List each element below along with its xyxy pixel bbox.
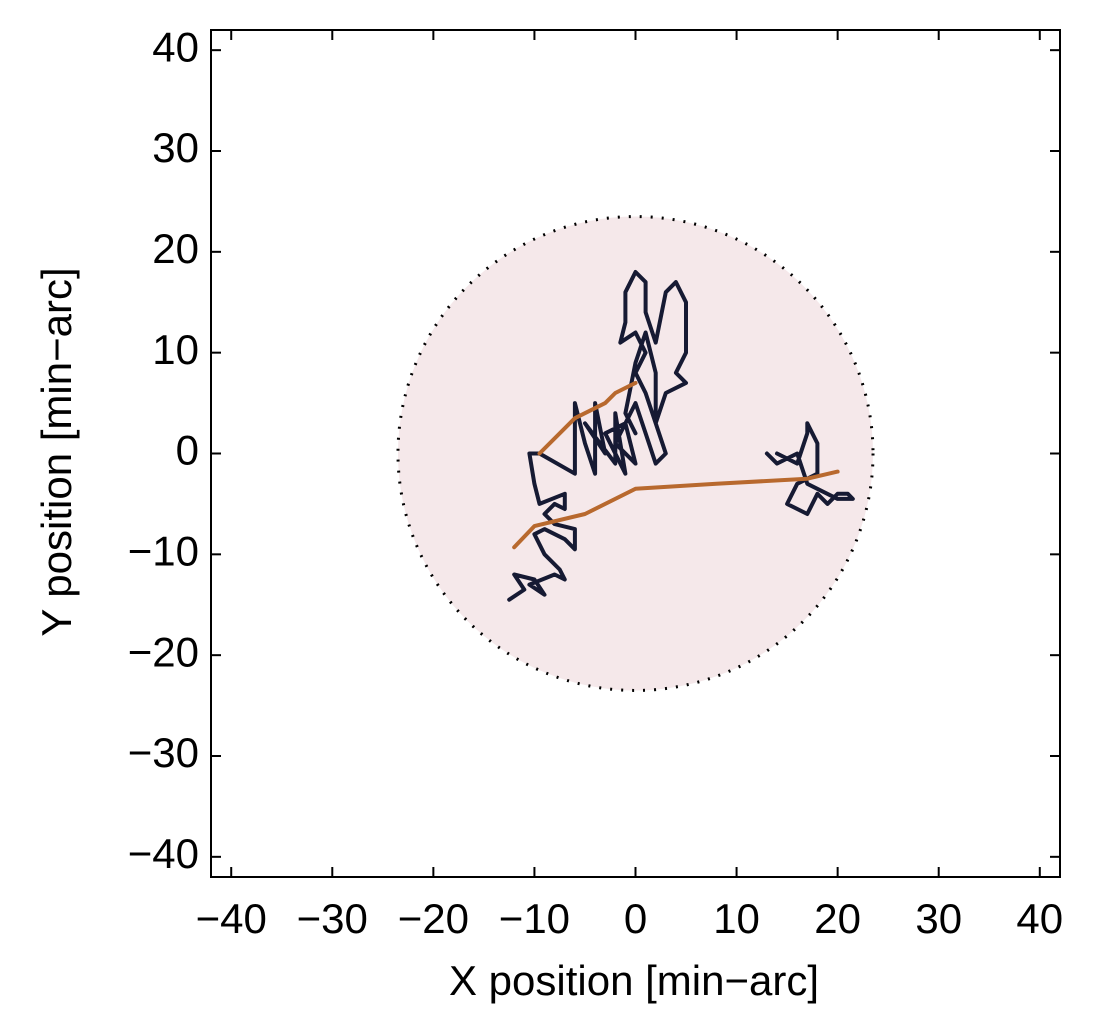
x-tick-label: −10	[499, 895, 570, 942]
x-tick-label: 20	[814, 895, 861, 942]
x-tick-label: 10	[713, 895, 760, 942]
trajectory	[512, 380, 840, 550]
y-tick-label: −30	[128, 729, 199, 776]
x-axis-label: X position [min−arc]	[449, 957, 819, 1004]
y-tick-label: 0	[176, 427, 199, 474]
region	[396, 215, 875, 692]
x-tick-label: −20	[398, 895, 469, 942]
y-axis-label: Y position [min−arc]	[33, 267, 80, 636]
y-tick-label: −40	[128, 830, 199, 877]
x-tick-label: 40	[1016, 895, 1063, 942]
trajectory	[507, 270, 855, 602]
x-tick-label: 0	[624, 895, 647, 942]
y-tick-label: −20	[128, 628, 199, 675]
y-tick-label: 10	[152, 326, 199, 373]
y-tick-label: 20	[152, 225, 199, 272]
x-tick-label: 30	[915, 895, 962, 942]
x-tick-label: −30	[297, 895, 368, 942]
y-tick-label: 30	[152, 124, 199, 171]
y-tick-label: 40	[152, 23, 199, 70]
x-tick-label: −40	[196, 895, 267, 942]
y-tick-label: −10	[128, 527, 199, 574]
